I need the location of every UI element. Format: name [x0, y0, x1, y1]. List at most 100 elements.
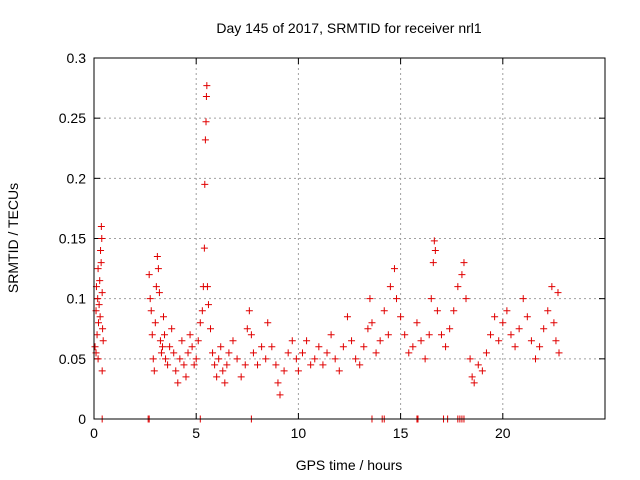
data-point [186, 331, 194, 339]
data-point [468, 373, 476, 381]
data-point [268, 343, 276, 351]
data-point [507, 331, 515, 339]
data-point [460, 259, 468, 267]
data-point [487, 331, 495, 339]
y-tick-label: 0.3 [67, 50, 87, 66]
y-tick-label: 0.25 [59, 110, 86, 126]
data-point [98, 367, 106, 375]
chart-title: Day 145 of 2017, SRMTID for receiver nrl… [216, 20, 482, 36]
data-point [97, 222, 105, 230]
data-point [470, 379, 478, 387]
data-point [245, 307, 253, 315]
data-point [433, 307, 441, 315]
data-point [223, 361, 231, 369]
data-point [190, 361, 198, 369]
data-point [431, 247, 439, 255]
data-point [192, 355, 200, 363]
data-point [221, 379, 229, 387]
data-point [274, 379, 282, 387]
data-point [555, 349, 563, 357]
data-point [174, 379, 182, 387]
data-point [96, 277, 104, 285]
data-point [237, 373, 245, 381]
data-point [319, 361, 327, 369]
data-point [99, 325, 107, 333]
data-point [217, 343, 225, 351]
y-tick-label: 0 [78, 411, 86, 427]
data-point [491, 313, 499, 321]
data-point [540, 325, 548, 333]
data-point [203, 82, 211, 90]
data-point [94, 355, 102, 363]
x-tick-label: 10 [291, 425, 307, 441]
data-point [152, 283, 160, 291]
axis-ticks: 0 5 10 15 20 0 0.05 0.1 0.15 0.2 0.25 0.3 [59, 50, 605, 441]
data-point [466, 355, 474, 363]
data-point [225, 349, 233, 357]
data-point [548, 283, 556, 291]
x-tick-label: 15 [393, 425, 409, 441]
data-point [198, 307, 206, 315]
data-point [499, 319, 507, 327]
data-point [146, 295, 154, 303]
data-point [343, 313, 351, 321]
data-point [386, 283, 394, 291]
data-point [442, 343, 450, 351]
data-point [292, 355, 300, 363]
y-tick-label: 0.2 [67, 170, 87, 186]
data-point [380, 307, 388, 315]
data-point [454, 283, 462, 291]
data-point [421, 355, 429, 363]
data-point [356, 361, 364, 369]
data-point [425, 331, 433, 339]
data-point [511, 343, 519, 351]
data-point [93, 331, 101, 339]
data-point [311, 355, 319, 363]
data-point [159, 313, 167, 321]
data-point [207, 325, 215, 333]
data-point [178, 337, 186, 345]
data-point [176, 355, 184, 363]
data-point [157, 349, 165, 357]
data-point [201, 180, 209, 188]
data-point [550, 319, 558, 327]
data-point [335, 367, 343, 375]
data-point [339, 343, 347, 351]
data-point [315, 343, 323, 351]
data-point [417, 337, 425, 345]
data-point [209, 349, 217, 357]
data-point [180, 361, 188, 369]
data-point [258, 343, 266, 351]
data-point [397, 313, 405, 321]
data-point [202, 93, 210, 101]
data-point [276, 391, 284, 399]
data-point [201, 136, 209, 144]
data-point [390, 265, 398, 273]
data-point [94, 319, 102, 327]
data-point [552, 337, 560, 345]
y-tick-label: 0.05 [59, 351, 86, 367]
data-point [98, 289, 106, 297]
data-point [203, 283, 211, 291]
data-point [515, 325, 523, 333]
data-point [429, 259, 437, 267]
data-point [348, 337, 356, 345]
data-point [94, 295, 102, 303]
data-point [284, 349, 292, 357]
data-point [427, 295, 435, 303]
data-point [91, 343, 99, 351]
data-point [97, 247, 105, 255]
data-point [474, 361, 482, 369]
data-point [155, 289, 163, 297]
data-point [150, 367, 158, 375]
data-point [368, 319, 376, 327]
data-point [462, 295, 470, 303]
data-point [243, 325, 251, 333]
data-point [327, 331, 335, 339]
data-point [249, 349, 257, 357]
data-point [272, 361, 280, 369]
y-tick-label: 0.1 [67, 291, 87, 307]
data-point [219, 367, 227, 375]
data-point [437, 331, 445, 339]
data-points [91, 82, 563, 423]
